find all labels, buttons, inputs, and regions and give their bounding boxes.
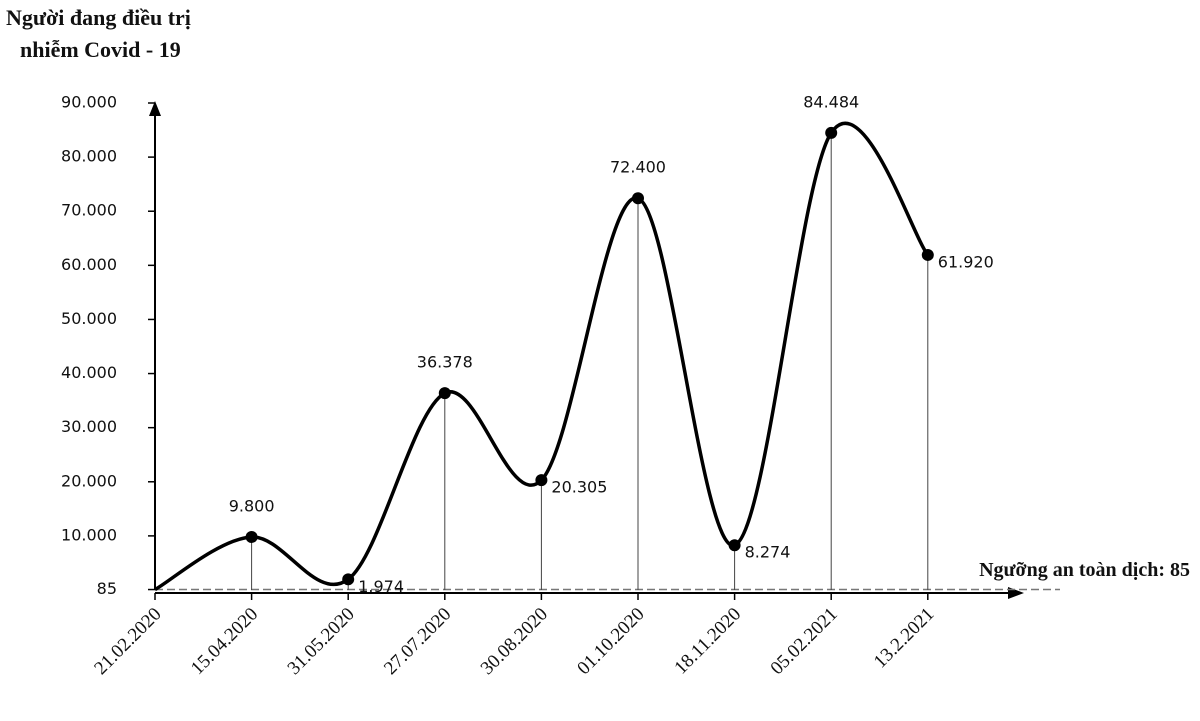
data-point — [632, 192, 644, 205]
y-tick-label: 20.000 — [61, 471, 117, 490]
x-tick-label: 15.04.2020 — [187, 604, 262, 679]
y-tick-label: 85 — [97, 579, 117, 598]
y-tick-label: 30.000 — [61, 417, 117, 436]
x-tick-label: 30.08.2020 — [477, 604, 552, 679]
threshold-label: Ngưỡng an toàn dịch: 85 — [979, 559, 1190, 581]
data-point — [825, 126, 838, 139]
x-tick-label: 31.05.2020 — [284, 604, 359, 679]
data-point — [245, 530, 258, 543]
x-tick-label: 13.2.2021 — [870, 604, 939, 673]
x-tick-label: 21.02.2020 — [90, 604, 165, 679]
value-label: 20.305 — [551, 478, 607, 497]
data-point — [921, 248, 934, 261]
value-label: 72.400 — [610, 158, 666, 177]
y-tick-label: 80.000 — [61, 147, 117, 166]
data-point — [342, 573, 355, 586]
value-label: 61.920 — [938, 252, 994, 271]
y-tick-label: 90.000 — [61, 93, 117, 112]
line-series — [154, 121, 930, 592]
y-tick-label: 40.000 — [61, 363, 117, 382]
y-axis-title: Người đang điều trị — [6, 5, 191, 30]
y-axis-arrow — [149, 101, 161, 116]
value-label: 36.378 — [417, 353, 473, 372]
value-label: 9.800 — [229, 496, 275, 515]
value-label: 1.974 — [358, 577, 404, 596]
x-tick-label: 01.10.2020 — [573, 604, 648, 679]
y-tick-label: 60.000 — [61, 255, 117, 274]
y-tick-label: 10.000 — [61, 525, 117, 544]
data-point — [438, 387, 451, 400]
data-point — [535, 474, 548, 487]
value-label: 84.484 — [803, 92, 859, 111]
data-point — [728, 539, 741, 552]
y-tick-label: 70.000 — [61, 201, 117, 220]
y-axis-title: nhiễm Covid - 19 — [20, 37, 181, 62]
x-tick-label: 18.11.2020 — [670, 604, 745, 679]
x-tick-label: 05.02.2021 — [767, 604, 842, 679]
value-label: 8.274 — [745, 543, 791, 562]
y-tick-label: 50.000 — [61, 309, 117, 328]
x-tick-label: 27.07.2020 — [380, 604, 455, 679]
